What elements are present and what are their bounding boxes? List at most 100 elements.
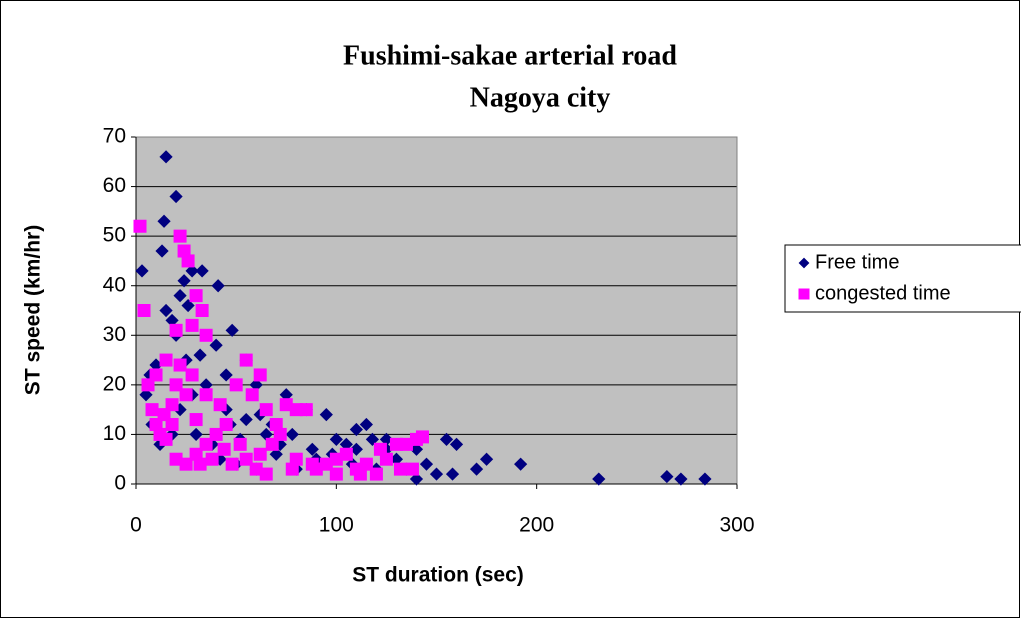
- diamond-marker: [165, 313, 179, 328]
- diamond-marker: [674, 472, 688, 486]
- diamond-marker: [419, 457, 434, 471]
- square-marker: [173, 358, 187, 372]
- diamond-marker: [319, 408, 333, 422]
- diamond-marker: [365, 432, 379, 446]
- y-tick-label: 30: [103, 323, 126, 346]
- square-marker: [379, 452, 393, 466]
- legend-label: Free time: [815, 251, 899, 273]
- diamond-marker: [439, 432, 454, 446]
- diamond-marker: [798, 257, 810, 269]
- diamond-marker: [135, 264, 149, 278]
- diamond-marker: [181, 298, 195, 313]
- square-marker: [217, 442, 231, 456]
- diamond-marker: [259, 427, 273, 442]
- diamond-marker: [359, 417, 373, 432]
- diamond-marker: [239, 412, 253, 427]
- square-marker: [253, 447, 267, 461]
- y-tick-label: 50: [103, 224, 126, 247]
- square-marker: [169, 378, 183, 392]
- square-marker: [209, 427, 223, 441]
- square-marker: [205, 452, 219, 466]
- square-marker: [269, 418, 283, 432]
- square-marker: [149, 418, 163, 432]
- diamond-marker: [479, 452, 494, 466]
- square-marker: [189, 447, 203, 461]
- square-marker: [199, 388, 213, 402]
- chart-subtitle: Nagoya city: [470, 82, 611, 113]
- y-tick-label: 40: [103, 273, 126, 296]
- diamond-marker: [173, 403, 187, 417]
- square-marker: [159, 353, 173, 367]
- diamond-marker: [209, 338, 223, 352]
- square-marker: [369, 467, 383, 481]
- diamond-marker: [219, 368, 233, 382]
- square-marker: [399, 437, 413, 451]
- square-marker: [329, 452, 343, 466]
- x-axis-label: ST duration (sec): [352, 564, 524, 587]
- diamond-marker: [211, 279, 225, 293]
- y-tick-label: 20: [103, 372, 126, 395]
- square-marker: [193, 457, 207, 471]
- square-marker: [259, 403, 273, 417]
- square-marker: [305, 457, 319, 471]
- diamond-marker: [349, 422, 363, 437]
- square-marker: [179, 388, 193, 402]
- diamond-marker: [193, 348, 207, 362]
- diamond-marker: [173, 289, 187, 303]
- x-tick-label: 200: [519, 514, 554, 537]
- diamond-marker: [592, 472, 606, 486]
- square-marker: [229, 378, 243, 392]
- diamond-marker: [159, 150, 173, 164]
- square-marker: [225, 457, 239, 471]
- square-marker: [213, 398, 227, 412]
- square-marker: [185, 318, 199, 332]
- square-marker: [141, 378, 155, 392]
- square-marker: [249, 462, 263, 476]
- diamond-marker: [445, 467, 460, 481]
- diamond-marker: [155, 244, 169, 258]
- square-marker: [389, 437, 403, 451]
- square-marker: [179, 457, 193, 471]
- legend-box: [784, 244, 1021, 313]
- square-marker: [239, 353, 253, 367]
- diamond-marker: [449, 437, 464, 451]
- y-tick-label: 70: [103, 125, 126, 148]
- square-marker: [145, 403, 159, 417]
- square-marker: [165, 398, 179, 412]
- square-marker: [159, 432, 173, 446]
- square-marker: [157, 408, 171, 422]
- plot-area: [136, 137, 737, 484]
- square-marker: [199, 328, 213, 342]
- diamond-marker: [199, 378, 213, 392]
- square-marker: [149, 368, 163, 382]
- diamond-marker: [389, 452, 404, 466]
- diamond-marker: [305, 442, 319, 456]
- diamond-marker: [185, 264, 199, 278]
- diamond-marker: [159, 303, 173, 318]
- square-marker: [319, 457, 333, 471]
- y-tick-label: 0: [114, 472, 126, 495]
- square-marker: [185, 368, 199, 382]
- square-marker: [415, 430, 429, 444]
- chart-title: Fushimi-sakae arterial road: [343, 40, 677, 71]
- diamond-marker: [409, 442, 424, 456]
- x-tick-label: 0: [130, 514, 142, 537]
- diamond-marker: [285, 427, 299, 442]
- diamond-marker: [660, 469, 674, 484]
- diamond-marker: [469, 462, 484, 476]
- x-tick-label: 100: [319, 514, 354, 537]
- square-marker: [189, 289, 203, 303]
- diamond-marker: [429, 467, 444, 481]
- square-marker: [169, 452, 183, 466]
- square-marker: [273, 427, 287, 441]
- square-marker: [233, 437, 247, 451]
- square-marker: [165, 418, 179, 432]
- square-marker: [239, 452, 253, 466]
- square-marker: [285, 462, 299, 476]
- square-marker: [798, 288, 810, 300]
- square-marker: [169, 323, 183, 337]
- diamond-marker: [379, 432, 394, 446]
- diamond-marker: [225, 323, 239, 337]
- diamond-marker: [149, 358, 163, 372]
- square-marker: [373, 442, 387, 456]
